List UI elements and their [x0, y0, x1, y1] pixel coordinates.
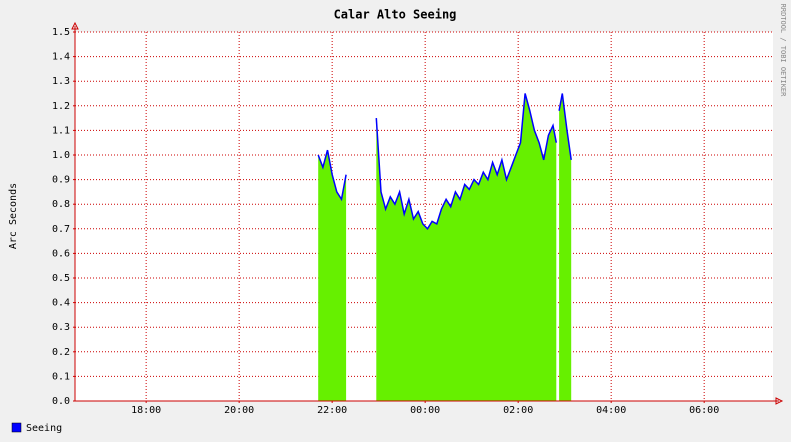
x-tick-label: 02:00: [503, 405, 533, 416]
legend-label: Seeing: [26, 423, 62, 434]
y-tick-label: 0.3: [52, 322, 70, 333]
legend-swatch: [11, 422, 22, 433]
y-tick-label: 1.0: [52, 150, 70, 161]
y-tick-label: 0.0: [52, 396, 70, 407]
y-tick-label: 1.2: [52, 101, 70, 112]
chart-title: Calar Alto Seeing: [334, 8, 457, 22]
y-tick-label: 0.4: [52, 298, 70, 309]
x-tick-label: 22:00: [317, 405, 347, 416]
x-tick-label: 00:00: [410, 405, 440, 416]
y-tick-label: 1.1: [52, 125, 70, 136]
y-tick-label: 0.7: [52, 224, 70, 235]
x-tick-label: 06:00: [689, 405, 719, 416]
y-tick-label: 1.3: [52, 76, 70, 87]
x-axis-arrow: [775, 397, 784, 405]
side-note: RRDTOOL / TOBI OETIKER: [779, 4, 787, 98]
y-tick-label: 0.2: [52, 347, 70, 358]
line: [317, 93, 572, 231]
y-tick-label: 1.4: [52, 52, 70, 63]
area: [318, 93, 572, 401]
x-tick-label: 04:00: [596, 405, 626, 416]
y-axis-label: Arc Seconds: [8, 183, 19, 249]
y-axis-arrow: [71, 21, 79, 30]
y-tick-label: 0.1: [52, 371, 70, 382]
x-tick-label: 18:00: [131, 405, 161, 416]
y-tick-label: 0.9: [52, 175, 70, 186]
x-tick-label: 20:00: [224, 405, 254, 416]
y-tick-label: 1.5: [52, 27, 70, 38]
y-tick-label: 0.6: [52, 248, 70, 259]
y-tick-label: 0.8: [52, 199, 70, 210]
y-tick-label: 0.5: [52, 273, 70, 284]
